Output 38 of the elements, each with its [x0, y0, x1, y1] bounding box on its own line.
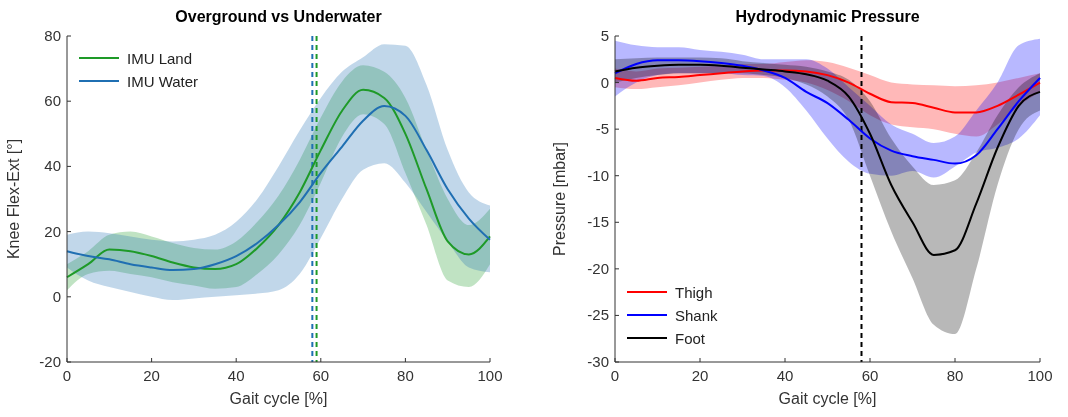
legend-label: IMU Land — [127, 50, 193, 67]
x-axis-title: Gait cycle [%] — [229, 390, 328, 407]
x-tick-label: 0 — [62, 367, 72, 384]
y-tick-label: 20 — [44, 222, 61, 240]
y-tick-label: -30 — [587, 353, 609, 370]
y-tick-label: 80 — [44, 27, 61, 44]
y-tick-label: -20 — [587, 259, 609, 277]
legend-label: Shank — [675, 307, 719, 324]
y-tick-label: -25 — [587, 306, 609, 324]
x-tick-label: 20 — [691, 367, 709, 384]
y-tick-label: 5 — [600, 27, 609, 44]
x-tick-label: 40 — [227, 367, 245, 384]
legend-label: Foot — [675, 330, 706, 347]
y-tick-label: 40 — [44, 157, 61, 175]
y-tick-label: 0 — [52, 287, 61, 305]
y-axis-title: Pressure [mbar] — [551, 142, 568, 256]
line-series — [614, 59, 1041, 165]
line-series — [614, 69, 1041, 114]
chart-title: Hydrodynamic Pressure — [735, 8, 920, 25]
x-tick-label: 100 — [1027, 367, 1053, 384]
y-tick-label: -15 — [587, 213, 609, 231]
x-tick-label: 100 — [477, 367, 503, 384]
x-tick-label: 80 — [946, 367, 964, 384]
legend-label: Thigh — [675, 284, 713, 301]
x-tick-label: 80 — [397, 367, 414, 384]
x-tick-label: 60 — [312, 367, 330, 384]
y-tick-label: -20 — [39, 353, 61, 370]
y-tick-label: 0 — [600, 73, 609, 91]
y-tick-label: -10 — [587, 166, 609, 184]
x-tick-label: 60 — [861, 367, 879, 384]
x-tick-label: 20 — [143, 367, 160, 384]
x-tick-label: 40 — [776, 367, 794, 384]
chart-title: Overground vs Underwater — [175, 8, 382, 25]
x-axis-title: Gait cycle [%] — [778, 390, 877, 407]
legend-label: IMU Water — [127, 73, 199, 90]
y-tick-label: 60 — [44, 92, 61, 110]
y-tick-label: -5 — [595, 120, 609, 138]
y-axis-title: Knee Flex-Ext [°] — [5, 138, 22, 260]
